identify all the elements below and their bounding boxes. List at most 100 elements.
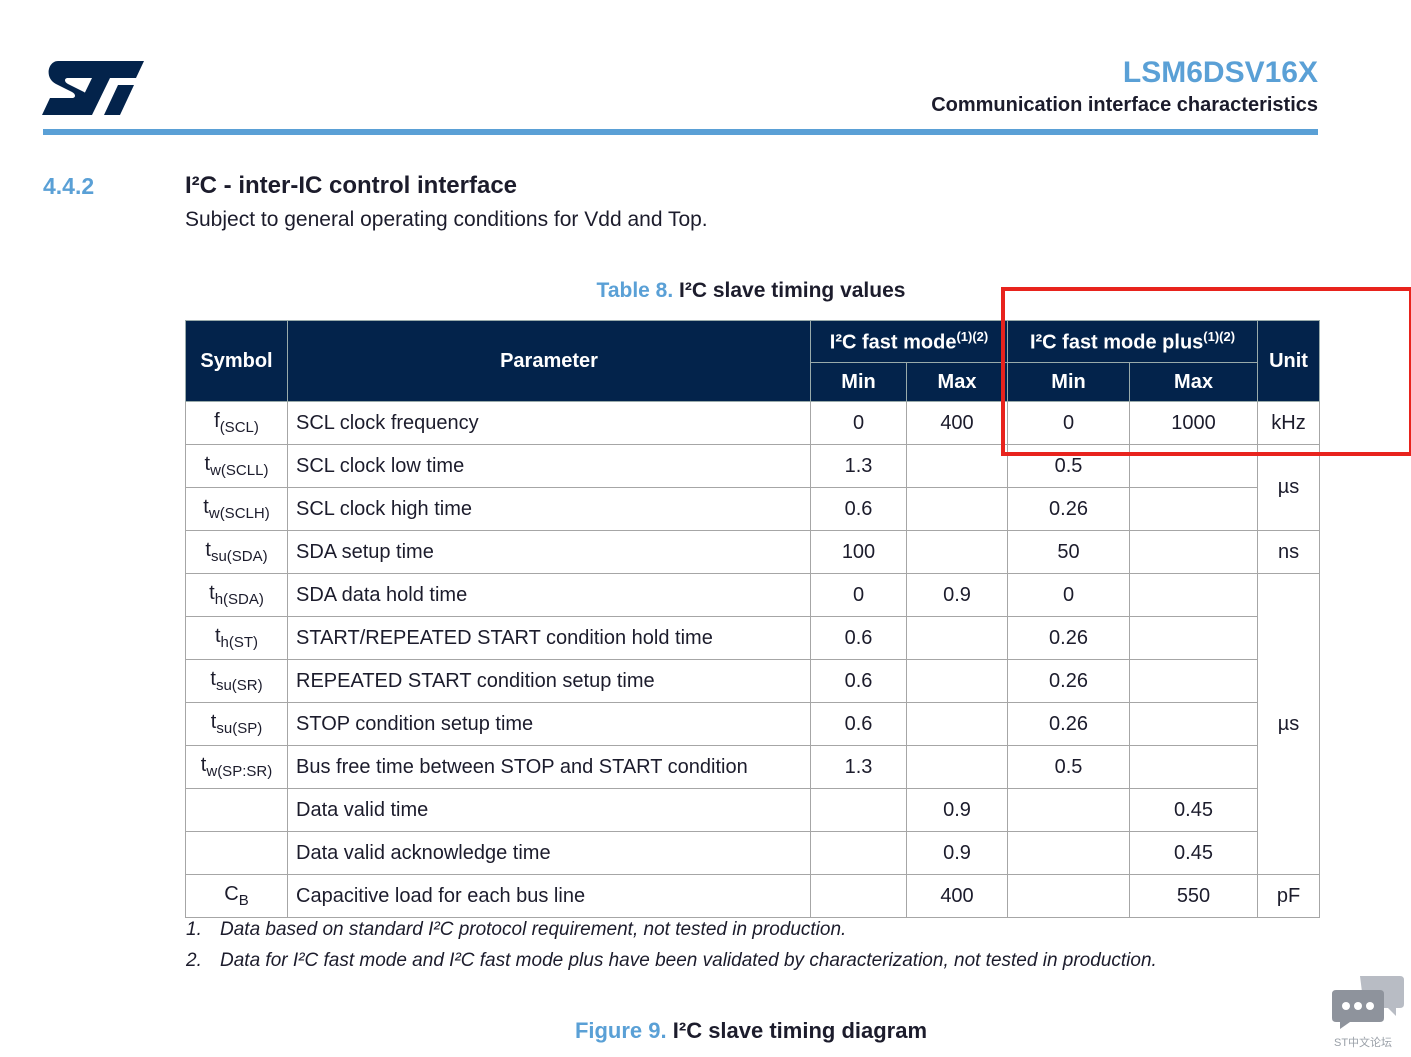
value-cell: 0.5 [1007, 745, 1130, 789]
parameter-cell: STOP condition setup time [287, 702, 811, 746]
footnote: 2. Data for I²C fast mode and I²C fast mo… [186, 950, 1157, 981]
value-cell: 0.26 [1007, 616, 1130, 660]
figure-caption: Figure 9. I²C slave timing diagram [0, 1018, 1411, 1044]
value: 0 [852, 411, 865, 434]
symbol: t [200, 754, 207, 776]
value-cell: 0.6 [810, 702, 907, 746]
symbol-cell: tsu(SR) [185, 659, 288, 703]
unit: ns [1277, 540, 1300, 563]
parameter-cell: SDA data hold time [287, 573, 811, 617]
footnote-ref: (1)(2) [956, 328, 989, 344]
header-cell: Max [1128, 362, 1259, 402]
header-cell: I²C fast mode(1)(2) [810, 320, 1008, 363]
symbol-subscript: w(SCLH) [208, 505, 270, 522]
symbol-subscript: B [238, 892, 249, 909]
value: 0 [1062, 583, 1075, 606]
value-cell: 0 [810, 401, 907, 445]
parameter-cell: Data valid time [287, 788, 811, 832]
value: 0.5 [1054, 454, 1083, 477]
value-cell: 0.6 [810, 659, 907, 703]
value: 0.26 [1049, 669, 1088, 692]
footnote-number: 2. [186, 950, 202, 971]
section-title: I²C - inter-IC control interface [185, 172, 518, 199]
value-cell: 0.9 [906, 788, 1008, 832]
symbol-cell: tsu(SP) [185, 702, 288, 746]
caption-text: I²C slave timing values [679, 279, 906, 302]
value-cell [1007, 831, 1130, 875]
parameter-cell: START/REPEATED START condition hold time [287, 616, 811, 660]
value-cell: 0 [810, 573, 907, 617]
parameter-cell: REPEATED START condition setup time [287, 659, 811, 703]
parameter: SDA data hold time [296, 583, 468, 606]
value-cell [906, 487, 1008, 531]
value: 100 [841, 540, 876, 563]
table-body: f(SCL) SCL clock frequency 0 400 0 1000 kHz tw(… [185, 401, 1321, 918]
unit: kHz [1271, 411, 1306, 434]
value-cell: 0.45 [1128, 788, 1259, 832]
header-cell: Min [810, 362, 907, 402]
symbol: t [210, 668, 216, 690]
unit: µs [1277, 476, 1300, 498]
header-cell: Symbol [185, 320, 288, 402]
unit-cell: µs [1257, 573, 1321, 875]
value-cell: 400 [906, 401, 1008, 445]
value: 0.6 [844, 497, 873, 520]
value-cell [1128, 616, 1259, 660]
unit: pF [1276, 884, 1301, 907]
symbol-subscript: h(ST) [220, 634, 259, 651]
value-cell [906, 659, 1008, 703]
parameter: STOP condition setup time [296, 712, 534, 735]
unit-cell: pF [1257, 874, 1321, 918]
value-cell [810, 831, 907, 875]
parameter: Bus free time between STOP and START con… [296, 755, 748, 778]
value-cell: 0.6 [810, 616, 907, 660]
value-cell: 550 [1128, 874, 1259, 918]
value: 0.9 [943, 798, 971, 821]
table-row: Data valid acknowledge time 0.9 0.45 [185, 831, 1320, 875]
symbol-cell: tsu(SDA) [185, 530, 288, 574]
footnotes: 1. Data based on standard I²C protocol re… [186, 919, 1157, 981]
parameter-cell: SCL clock high time [287, 487, 811, 531]
figure-label: Figure 9. [574, 1018, 667, 1043]
symbol-cell: tw(SP:SR) [185, 745, 288, 789]
value: 0.45 [1174, 841, 1213, 864]
header-text: I²C fast mode [829, 331, 957, 354]
value-cell [906, 616, 1008, 660]
value: 0 [1062, 411, 1075, 434]
footnote-ref: (1)(2) [1203, 328, 1236, 344]
table-row: tw(SCLL) SCL clock low time 1.3 0.5 µs [185, 444, 1321, 531]
header-cell: Parameter [287, 320, 811, 402]
symbol: t [210, 711, 217, 733]
header-text: I²C fast mode plus [1029, 331, 1204, 354]
table-row: th(ST) START/REPEATED START condition hol… [185, 616, 1320, 660]
value-cell [1128, 745, 1259, 789]
parameter: Capacitive load for each bus line [296, 884, 586, 907]
parameter: Data valid time [296, 798, 429, 821]
header-cell: Min [1007, 362, 1130, 402]
value-cell [906, 745, 1008, 789]
unit-cell: ns [1257, 530, 1321, 574]
value-cell: 50 [1007, 530, 1130, 574]
parameter: SDA setup time [296, 540, 434, 563]
table-caption: Table 8. I²C slave timing values [0, 279, 1411, 303]
symbol: C [224, 883, 239, 905]
parameter-cell: SDA setup time [287, 530, 811, 574]
unit: µs [1277, 712, 1300, 735]
unit-cell: µs [1257, 444, 1321, 531]
value-cell [1128, 444, 1259, 488]
symbol-cell: tw(SCLL) [185, 444, 288, 488]
value-cell [1007, 874, 1130, 918]
value: 400 [940, 411, 974, 434]
symbol: t [203, 496, 209, 518]
product-name: LSM6DSV16X [1122, 56, 1318, 89]
value: 1.3 [844, 755, 873, 778]
parameter: SCL clock low time [296, 454, 465, 477]
footnote-number: 1. [186, 919, 202, 940]
symbol-subscript: (SCL) [219, 419, 259, 436]
header-cell: Unit [1257, 320, 1321, 402]
value: 0.26 [1049, 497, 1088, 520]
value-cell: 100 [810, 530, 907, 574]
value: 0.45 [1174, 798, 1213, 821]
symbol-subscript: su(SP) [216, 720, 263, 737]
footnote: 1. Data based on standard I²C protocol re… [186, 919, 1157, 950]
